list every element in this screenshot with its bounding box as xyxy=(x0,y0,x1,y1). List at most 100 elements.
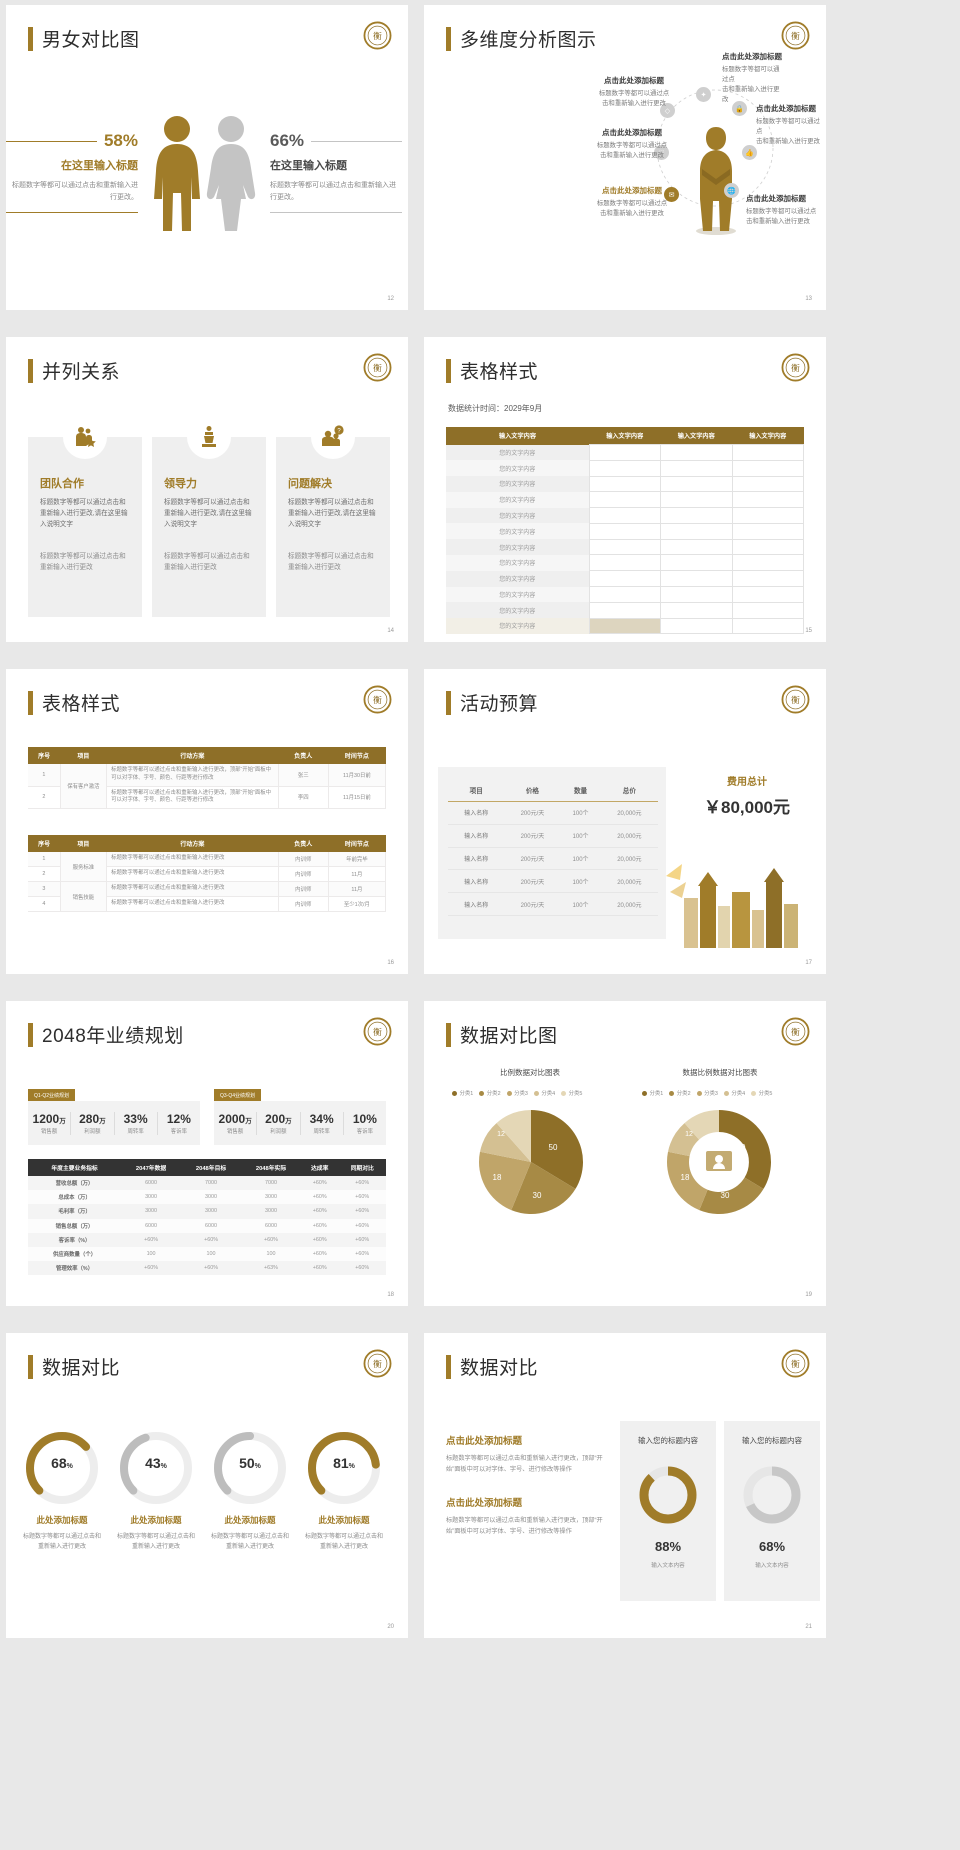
table-row[interactable]: 4 标题数字等都可以通过点击和重新输入进行更改 内训师 至少1次/月 xyxy=(28,896,387,912)
table-row[interactable]: 您的文字内容 xyxy=(446,491,804,509)
table-row[interactable]: 1 服务标准 标题数字等都可以通过点击和重新输入进行更改 内训师 年前完毕 xyxy=(28,852,387,882)
cell-value[interactable] xyxy=(660,570,733,588)
cell-value[interactable] xyxy=(588,491,661,509)
table-row[interactable]: 毛利率（万） 3000 3000 3000 +60% +60% xyxy=(28,1204,386,1219)
table-row[interactable]: 供应商数量（个） 100 100 100 +60% +60% xyxy=(28,1246,386,1262)
stat-card[interactable]: 输入您的标题内容 88% 输入文本内容 xyxy=(620,1421,716,1601)
table-row[interactable]: 您的文字内容 xyxy=(446,522,804,540)
gauge-item[interactable]: 50% 此处添加标题 标题数字等都可以通过点击和重新输入进行更改 xyxy=(210,1428,290,1552)
gauge-item[interactable]: 81% 此处添加标题 标题数字等都可以通过点击和重新输入进行更改 xyxy=(304,1428,384,1552)
slide-16[interactable]: 表格样式 衡 序号 项目 行动方案 负责人 时间节点 1 保有客户激活 标题数字… xyxy=(6,669,408,974)
table-row[interactable]: 3 销售技能 标题数字等都可以通过点击和重新输入进行更改 内训师 11月 xyxy=(28,881,387,912)
rocket-icon[interactable]: ✦ xyxy=(696,87,711,102)
slide-12[interactable]: 男女对比图 衡 58% 在这里输入标题 标题数字等都可以通过点击和重新输入进行更… xyxy=(6,5,408,310)
cell-value[interactable] xyxy=(588,459,661,477)
table-row[interactable]: 1 保有客户激活 标题数字等都可以通过点击和重新输入进行更改，顶部“开始”面板中… xyxy=(28,764,387,810)
slide-15[interactable]: 表格样式 衡 数据统计时间：2029年9月 输入文字内容 输入文字内容 输入文字… xyxy=(424,337,826,642)
cell-value[interactable] xyxy=(731,475,804,493)
table-row[interactable]: 您的文字内容 xyxy=(446,444,804,461)
cell-value[interactable] xyxy=(731,554,804,572)
slide-18[interactable]: 2048年业绩规划 衡 Q1-Q2业绩规划 1200万 销售额 280万 利润额 3… xyxy=(6,1001,408,1306)
table-row[interactable]: 2 标题数字等都可以通过点击和重新输入进行更改 内训师 11月 xyxy=(28,866,387,882)
table-row[interactable]: 您的文字内容 xyxy=(446,586,804,603)
cell-value[interactable] xyxy=(660,617,733,635)
cell-value[interactable] xyxy=(660,475,733,493)
cell-value[interactable] xyxy=(588,475,661,493)
slide-19[interactable]: 数据对比图 衡 比例数据对比图表 数据比例数据对比图表 分类1 分类2 分类3 分类4… xyxy=(424,1001,826,1306)
table-row[interactable]: 您的文字内容 xyxy=(446,554,804,572)
donut-chart[interactable]: 50 30 18 12 xyxy=(664,1107,774,1217)
cell-value[interactable] xyxy=(660,507,733,524)
cell-value[interactable] xyxy=(731,444,804,461)
cell-value[interactable] xyxy=(731,507,804,524)
slide-21[interactable]: 数据对比 衡 点击此处添加标题 标题数字等都可以通过点击和重新输入进行更改，顶部… xyxy=(424,1333,826,1638)
table-row[interactable]: 管理效率（%） +60% +60% +63% +60% +60% xyxy=(28,1261,386,1276)
cell-value[interactable] xyxy=(588,617,661,635)
cell-value[interactable] xyxy=(660,586,733,603)
action-plan-table-2[interactable]: 序号 项目 行动方案 负责人 时间节点 1 服务标准 标题数字等都可以通过点击和… xyxy=(28,835,387,912)
cell-value[interactable] xyxy=(731,538,804,556)
table-row[interactable]: 营收总额（万） 6000 7000 7000 +60% +60% xyxy=(28,1176,386,1191)
globe-icon[interactable]: 🌐 xyxy=(724,183,739,198)
gauge-title: 此处添加标题 xyxy=(224,1515,276,1525)
kpi-table[interactable]: 年度主要业务指标 2047年数据 2048年目标 2048年实际 达成率 同期对比 营收总… xyxy=(28,1159,386,1276)
pie-chart[interactable]: 50 30 18 12 xyxy=(476,1107,586,1217)
cell-value[interactable] xyxy=(588,554,661,572)
cell-value[interactable] xyxy=(660,554,733,572)
slide-14[interactable]: 并列关系 衡 团队合作 标题数字等都可以通过点击和重新输入进行更改,请在这里输入… xyxy=(6,337,408,642)
gauge-item[interactable]: 68% 此处添加标题 标题数字等都可以通过点击和重新输入进行更改 xyxy=(22,1428,102,1552)
cell-value[interactable] xyxy=(588,601,661,619)
table-row[interactable]: 输入名称 200元/天 100个 20,000元 xyxy=(448,869,658,894)
heart-icon[interactable]: ♡ xyxy=(654,145,669,160)
slide-17[interactable]: 活动预算 衡 项目 价格 数量 总价 输入名称 200元/天 100个 20,000元… xyxy=(424,669,826,974)
slide-20[interactable]: 数据对比 衡 68% 此处添加标题 标题数字等都可以通过点击和重新输入进行更改 43%… xyxy=(6,1333,408,1638)
feature-card[interactable]: 团队合作 标题数字等都可以通过点击和重新输入进行更改,请在这里输入说明文字 标题… xyxy=(28,415,142,617)
cell-value[interactable] xyxy=(588,522,661,540)
cell-value[interactable] xyxy=(731,491,804,509)
cell-value[interactable] xyxy=(731,459,804,477)
table-row[interactable]: 2 标题数字等都可以通过点击和重新输入进行更改，顶部“开始”面板中可以对字体、字… xyxy=(28,786,387,810)
stat-card[interactable]: 输入您的标题内容 68% 输入文本内容 xyxy=(724,1421,820,1601)
table-row[interactable]: 您的文字内容 xyxy=(446,538,804,556)
cell-value[interactable] xyxy=(731,586,804,603)
table-row[interactable]: 输入名称 200元/天 100个 20,000元 xyxy=(448,847,658,871)
thumbs-up-icon[interactable]: 👍 xyxy=(742,145,757,160)
budget-table[interactable]: 项目 价格 数量 总价 输入名称 200元/天 100个 20,000元 输入名称 200… xyxy=(448,779,658,916)
data-table[interactable]: 输入文字内容 输入文字内容 输入文字内容 输入文字内容 您的文字内容 您的文字内… xyxy=(446,427,804,635)
cell-value[interactable] xyxy=(660,601,733,619)
feature-card[interactable]: ? 问题解决 标题数字等都可以通过点击和重新输入进行更改,请在这里输入说明文字 … xyxy=(276,415,390,617)
mail-icon[interactable]: ✉ xyxy=(664,187,679,202)
cell-value[interactable] xyxy=(660,459,733,477)
cell-value[interactable] xyxy=(731,601,804,619)
table-row[interactable]: 销售总额（万） 6000 6000 6000 +60% +60% xyxy=(28,1218,386,1233)
table-row[interactable]: 客诉率（%） +60% +60% +60% +60% +60% xyxy=(28,1232,386,1247)
cell-value[interactable] xyxy=(588,586,661,603)
cell-value[interactable] xyxy=(660,444,733,461)
table-row[interactable]: 总成本（万） 3000 3000 3000 +60% +60% xyxy=(28,1190,386,1205)
cell-value[interactable] xyxy=(731,617,804,635)
cell-value[interactable] xyxy=(660,522,733,540)
slide-13[interactable]: 多维度分析图示 衡 ✦ 🔒 👍 🌐 ✉ ♡ ◇ 点击此处添加标题 标题数字等都可… xyxy=(424,5,826,310)
lock-icon[interactable]: 🔒 xyxy=(732,101,747,116)
cell-value[interactable] xyxy=(588,507,661,524)
cell-value[interactable] xyxy=(588,444,661,461)
table-row[interactable]: 输入名称 200元/天 100个 20,000元 xyxy=(448,801,658,825)
table-row[interactable]: 您的文字内容 xyxy=(446,507,804,524)
table-row[interactable]: 您的文字内容 xyxy=(446,459,804,477)
cell-value[interactable] xyxy=(660,491,733,509)
table-row[interactable]: 您的文字内容 xyxy=(446,475,804,493)
cell-value[interactable] xyxy=(588,570,661,588)
table-row[interactable]: 您的文字内容 xyxy=(446,601,804,619)
table-row[interactable]: 输入名称 200元/天 100个 20,000元 xyxy=(448,892,658,916)
table-row[interactable]: 您的文字内容 xyxy=(446,570,804,588)
table-row[interactable]: 您的文字内容 xyxy=(446,617,804,635)
gauge-item[interactable]: 43% 此处添加标题 标题数字等都可以通过点击和重新输入进行更改 xyxy=(116,1428,196,1552)
table-row[interactable]: 输入名称 200元/天 100个 20,000元 xyxy=(448,824,658,848)
diamond-icon[interactable]: ◇ xyxy=(660,103,675,118)
action-plan-table-1[interactable]: 序号 项目 行动方案 负责人 时间节点 1 保有客户激活 标题数字等都可以通过点… xyxy=(28,747,387,810)
cell-value[interactable] xyxy=(660,538,733,556)
cell-value[interactable] xyxy=(588,538,661,556)
cell-value[interactable] xyxy=(731,522,804,540)
feature-card[interactable]: 领导力 标题数字等都可以通过点击和重新输入进行更改,请在这里输入说明文字 标题数… xyxy=(152,415,266,617)
cell-value[interactable] xyxy=(731,570,804,588)
